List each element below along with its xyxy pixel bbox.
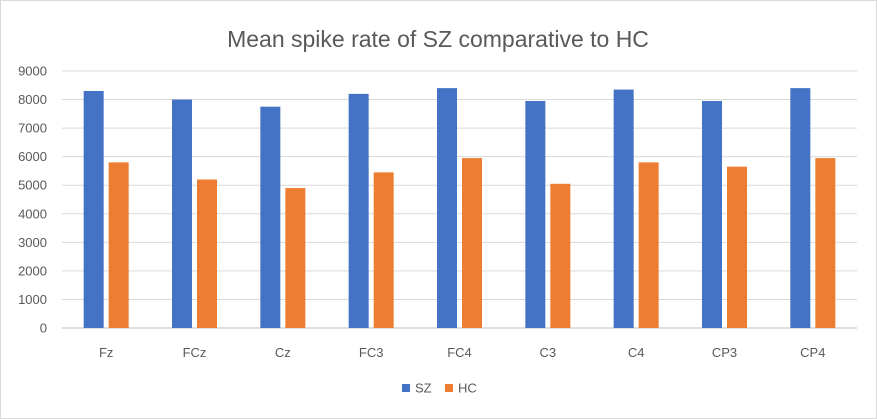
legend-swatch-sz: [402, 384, 410, 392]
bar-hc-fcz: [197, 179, 217, 328]
legend-label-hc: HC: [458, 381, 477, 396]
x-tick-label: FCz: [183, 345, 207, 360]
bar-sz-fc3: [348, 93, 369, 328]
legend-swatch-hc: [445, 384, 453, 392]
bar-sz-fc4: [437, 88, 457, 328]
bar-hc-cp3: [727, 166, 747, 328]
bar-hc-fz: [108, 162, 129, 328]
legend: SZ HC: [402, 381, 477, 396]
y-tick-label: 7000: [18, 121, 47, 136]
y-tick-label: 1000: [18, 292, 47, 307]
bar-sz-cp4: [790, 88, 811, 328]
bar-sz-cp3: [702, 100, 722, 328]
bar-hc-fc3: [373, 172, 394, 328]
y-tick-label: 4000: [18, 206, 47, 221]
y-axis-ticks: 0 1000 2000 3000 4000 5000 6000 7000 8000 9000: [18, 64, 47, 336]
bar-sz-cz: [260, 106, 281, 328]
x-tick-label: C4: [628, 345, 645, 360]
bar-hc-c3: [550, 183, 571, 328]
x-tick-label: FC4: [447, 345, 472, 360]
y-tick-label: 8000: [18, 92, 47, 107]
grid-lines: [62, 70, 857, 329]
y-tick-label: 3000: [18, 235, 47, 250]
bar-hc-c4: [638, 162, 659, 328]
x-tick-label: FC3: [359, 345, 384, 360]
bars: [83, 88, 836, 328]
x-tick-label: Cz: [275, 345, 291, 360]
y-tick-label: 5000: [18, 178, 47, 193]
bar-hc-fc4: [462, 158, 482, 328]
chart-title: Mean spike rate of SZ comparative to HC: [227, 26, 649, 52]
bar-sz-c3: [525, 100, 546, 328]
x-tick-label: CP4: [800, 345, 825, 360]
x-axis-ticks: Fz FCz Cz FC3 FC4 C3 C4 CP3 CP4: [99, 345, 826, 360]
bar-sz-fcz: [172, 99, 192, 328]
bar-hc-cz: [285, 188, 306, 328]
x-tick-label: C3: [540, 345, 557, 360]
y-tick-label: 0: [40, 321, 47, 336]
x-tick-label: CP3: [712, 345, 737, 360]
bar-sz-c4: [613, 89, 634, 328]
y-tick-label: 9000: [18, 64, 47, 79]
x-tick-label: Fz: [99, 345, 113, 360]
y-tick-label: 2000: [18, 263, 47, 278]
legend-label-sz: SZ: [415, 381, 432, 396]
bar-hc-cp4: [815, 158, 836, 328]
y-tick-label: 6000: [18, 149, 47, 164]
bar-sz-fz: [83, 90, 104, 328]
